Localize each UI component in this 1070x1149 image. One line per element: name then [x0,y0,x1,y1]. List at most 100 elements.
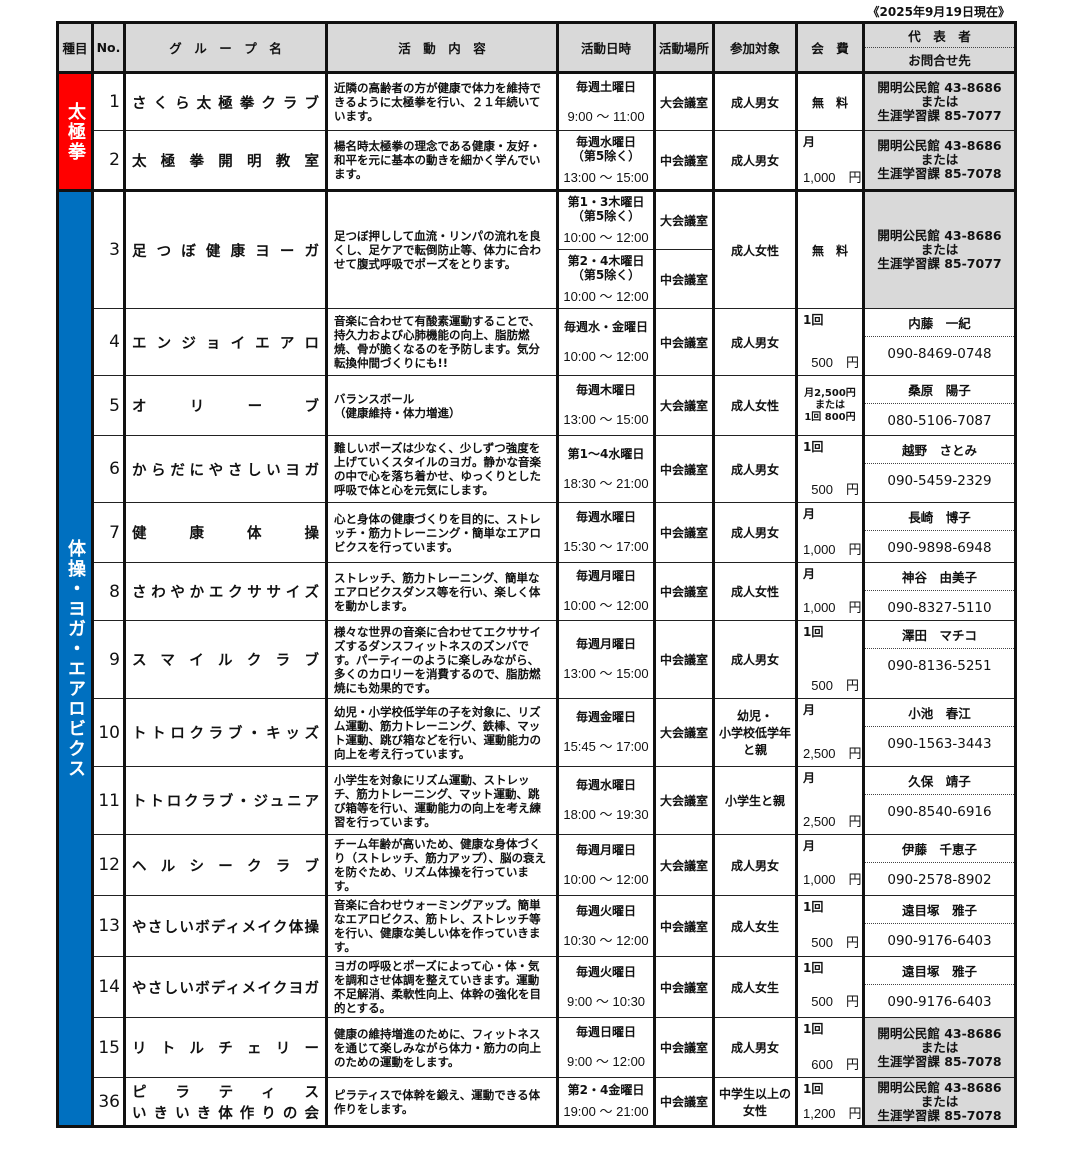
table-row: 12 ヘルシークラブ チーム年齢が高いため、健康な身体づくり（ストレッチ、筋力アップ… [58,834,1016,896]
fee-amount: 2,500 円 [803,814,862,829]
contact-phone: 090-9176-6403 [887,994,992,1010]
activity-day: 毎週火曜日 [575,903,636,918]
representative-name: 桑原 陽子 [865,377,1014,404]
contact-phone: 090-1563-3443 [887,736,992,752]
fee-unit: 月 [803,703,816,717]
membership-fee: 無 料 [796,190,865,309]
activity-content-text: 音楽に合わせウォーミングアップ。簡単なエアロビクス、筋トレ、ストレッチ等を行い、… [334,898,541,954]
fee-box: 月 1,000 円 [798,564,861,620]
activity-datetime: 毎週水曜日 （第5除く） 13:00 ～ 15:00 [557,130,656,192]
target-audience: 成人男女 [713,620,798,699]
activity-content: 小学生を対象にリズム運動、ストレッチ、筋力トレーニング、マット運動、跳び箱等を行… [326,766,559,835]
group-name: ヘルシークラブ [124,834,328,896]
activity-content: 音楽に合わせウォーミングアップ。簡単なエアロビクス、筋トレ、ストレッチ等を行い、… [326,895,559,957]
group-name: さわやかエクササイズ [124,562,328,621]
fee-line: または [815,399,845,411]
target-audience: 成人男女 [713,502,798,563]
representative-name: 伊藤 千恵子 [865,836,1014,863]
group-name-line: からだにやさしいヨガ [132,462,319,479]
contact-info: 澤田 マチコ 090-8136-5251 [863,620,1016,699]
activity-place: 中会議室 [654,1017,715,1078]
activity-content-text: 心と身体の健康づくりを目的に、ストレッチ・筋力トレーニング・簡単なエアロビクスを… [334,511,541,554]
activity-content-text: ヨガの呼吸とポーズによって心・体・気を調和させ体調を整えていきます。運動不足解消… [334,959,541,1015]
membership-fee: 月 1,000 円 [796,130,865,192]
activity-day: （第5除く） [571,209,641,223]
group-name: トトロクラブ・ジュニア [124,766,328,835]
activity-place: 中会議室 [654,956,715,1018]
table-row: 体操・ヨガ・エアロビクス 3 足つぼ健康ヨーガ 足つぼ押しして血流・リンパの流れを良く… [57,190,1016,1128]
contact-info: 長崎 博子 090-9898-6948 [863,502,1016,563]
fee-amount: 500 円 [811,355,859,370]
fee-unit: 月 [803,135,816,149]
contact-phone: 090-2578-8902 [887,872,992,888]
fee-box: 月 1,000 円 [798,504,861,562]
target-audience: 成人女生 [713,956,798,1018]
activity-place: 中会議室 [654,620,715,699]
group-name-line: リトルチェリー [132,1041,319,1057]
contact-info: 開明公民館 43-8686 または 生涯学習課 85-7077 [863,190,1016,309]
group-name: 健康体操 [124,502,328,563]
fee-unit: 1回 [803,625,824,639]
activity-datetime: 毎週水・金曜日 10:00 ～ 12:00 [557,308,656,376]
activity-time: 15:45 ～ 17:00 [563,739,649,754]
contact-line: 開明公民館 43-8686 [877,228,1002,243]
table-row: 6 からだにやさしいヨガ 難しいポーズは少なく、少しずつ強度を上げていくスタイルのヨ… [58,435,1016,503]
fee-unit: 1回 [803,1022,824,1036]
contact-phone: 090-9176-6403 [887,933,992,949]
activity-content-text: 楊名時太極拳の理念である健康・友好・和平を元に基本の動きを細かく学んでいます。 [334,139,541,181]
fee-box: 1回 500 円 [798,958,861,1014]
membership-fee: 月 1,000 円 [796,834,865,896]
target-audience: 成人男女 [713,1017,798,1078]
target-audience: 成人男女 [713,72,798,131]
group-name-line: エンジョイエアロ [132,335,319,352]
membership-fee: 月 2,500 円 [796,698,865,767]
fee-amount: 500 円 [811,482,859,497]
group-name-line: いきいき体作りの会 [132,1105,319,1122]
membership-fee: 1回 500 円 [796,895,865,957]
row-number: 12 [92,834,126,896]
header-target: 参加対象 [713,22,798,74]
activity-day: 第1～4水曜日 [567,446,645,461]
contact-info: 伊藤 千恵子 090-2578-8902 [863,834,1016,896]
row-number: 5 [92,375,126,436]
row-number: 36 [92,1077,126,1127]
header-group: グ ル ー プ 名 [124,22,328,74]
table-row: 15 リトルチェリー 健康の維持増進のために、フィットネスを通じて楽しみながら体力・… [58,1017,1016,1078]
activity-content-text: 様々な世界の音楽に合わせてエクササイズするダンスフィットネスのズンバです。パーテ… [334,624,541,695]
contact-info: 開明公民館 43-8686 または 生涯学習課 85-7078 [863,130,1016,192]
header-category: 種目 [57,22,94,74]
contact-line: 開明公民館 43-8686 [877,80,1002,95]
group-name-line: スマイルクラブ [132,653,319,669]
contact-line: または [920,94,959,109]
activity-time: 15:30 ～ 17:00 [563,539,649,554]
activity-content: ピラティスで体幹を鍛え、運動できる体作りをします。 [326,1077,559,1127]
activity-content-text: 幼児・小学校低学年の子を対象に、リズム運動、筋力トレーニング、鉄棒、マット運動、… [334,704,541,761]
activity-day: 毎週水曜日 [575,778,636,792]
activity-content-text: 音楽に合わせて有酸素運動することで、持久力および心肺機能の向上、脂肪燃焼、骨が脆… [334,314,541,370]
fee-unit: 月 [803,567,816,581]
contact-line: 生涯学習課 85-7078 [877,1107,1002,1123]
activity-content: 心と身体の健康づくりを目的に、ストレッチ・筋力トレーニング・簡単なエアロビクスを… [326,502,559,563]
fee-amount: 1,000 円 [803,872,862,887]
activity-datetime: 第2・4木曜日 （第5除く） 10:00 ～ 12:00 [557,249,656,309]
activity-time: 10:00 ～ 12:00 [563,348,649,364]
table-row: 13 やさしいボディメイク体操 音楽に合わせウォーミングアップ。簡単なエアロビクス、… [58,895,1016,957]
activity-place: 中会議室 [654,895,715,957]
fee-amount: 600 円 [811,1057,859,1072]
contact-info: 開明公民館 43-8686 または 生涯学習課 85-7078 [863,1077,1016,1127]
header-contact-top: 代 表 者 [865,24,1014,48]
activity-content: ストレッチ、筋力トレーニング、簡単なエアロビクスダンス等を行い、楽しく体を動かし… [326,562,559,621]
activity-content-text: 足つぼ押しして血流・リンパの流れを良くし、足ケアで転倒防止等、体力に合わせて腹式… [334,229,541,271]
header-contact: 代 表 者 お問合せ先 [863,22,1016,74]
contact-info: 桑原 陽子 080-5106-7087 [863,375,1016,436]
contact-line: または [920,1039,959,1055]
activity-content: 近隣の高齢者の方が健康で体力を維持できるように太極拳を行い、２１年続いています。 [326,72,559,131]
fee-box: 月 1,000 円 [798,132,861,188]
activity-time: 13:00 ～ 15:00 [563,169,649,185]
row-number: 2 [92,130,126,192]
row-number: 13 [92,895,126,957]
contact-phone: 090-9898-6948 [887,540,992,556]
activity-day: 毎週月曜日 [575,842,636,857]
fee-unit: 1回 [803,961,824,975]
activity-time: 13:00 ～ 15:00 [563,666,649,681]
